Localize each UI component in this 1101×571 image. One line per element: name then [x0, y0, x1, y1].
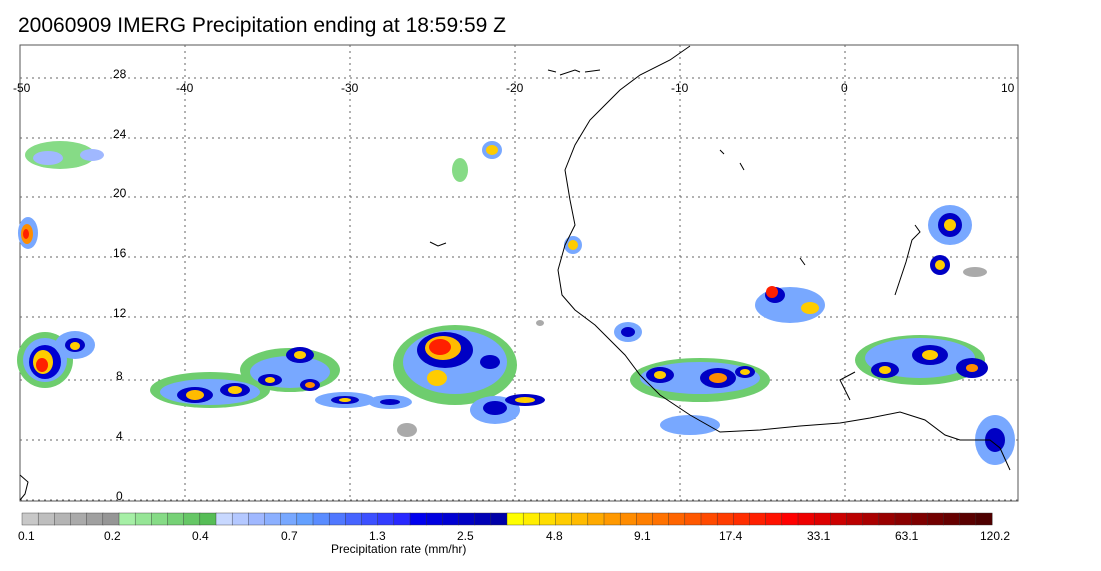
coastlines [19, 45, 1011, 501]
rain-cell-north-small [452, 141, 502, 182]
rain-cell-northwest [25, 141, 104, 169]
lon-tick-label: 0 [841, 81, 848, 95]
lon-tick-label: 10 [1001, 81, 1015, 95]
lat-tick-label: 12 [113, 306, 127, 320]
rain-cell-guinea [614, 322, 642, 342]
rain-band-east [855, 335, 988, 385]
lat-tick-label: 4 [116, 429, 123, 443]
grid-lines [20, 45, 1018, 501]
lat-tick-label: 20 [113, 186, 127, 200]
rain-cell-mcs-atlantic [393, 325, 517, 405]
map-frame [19, 44, 1019, 502]
rain-cell-west-b [55, 331, 95, 359]
rain-band-central-small [315, 392, 412, 409]
rain-cell-east-southeast [975, 415, 1015, 465]
map-title: 20060909 IMERG Precipitation ending at 1… [18, 14, 506, 37]
rain-cell-west-edge [18, 217, 38, 249]
lon-tick-label: -50 [13, 81, 31, 95]
rain-cell-sahel [755, 286, 825, 323]
precipitation-cells [17, 141, 1015, 465]
lat-tick-label: 8 [116, 369, 123, 383]
lat-tick-label: 28 [113, 67, 127, 81]
lon-tick-label: -30 [341, 81, 359, 95]
rain-band-central-mid [240, 347, 340, 392]
lon-tick-label: -40 [176, 81, 194, 95]
light-rain-patches [397, 267, 987, 437]
lon-tick-label: -10 [671, 81, 689, 95]
lat-tick-label: 0 [116, 489, 123, 503]
lat-tick-label: 24 [113, 127, 127, 141]
rain-band-west-africa [630, 358, 770, 435]
rain-cell-east-north [928, 205, 972, 275]
lat-tick-labels: 28 24 20 16 12 8 4 0 [113, 67, 127, 503]
lon-tick-label: -20 [506, 81, 524, 95]
lon-tick-labels: -50 -40 -30 -20 -10 0 10 [13, 81, 1015, 95]
rain-band-central-west [150, 372, 270, 408]
lat-tick-label: 16 [113, 246, 127, 260]
rain-cell-south-atlantic [470, 394, 545, 424]
rain-cell-coast-north [564, 236, 582, 254]
